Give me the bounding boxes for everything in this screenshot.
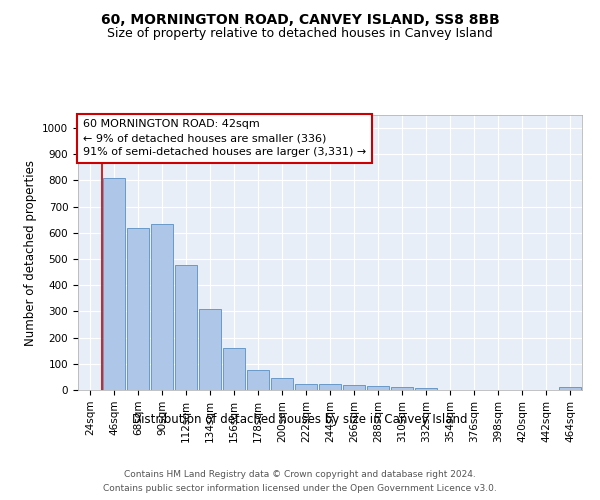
Text: Contains public sector information licensed under the Open Government Licence v3: Contains public sector information licen…: [103, 484, 497, 493]
Bar: [199, 310, 221, 390]
Bar: [271, 378, 293, 390]
Bar: [415, 388, 437, 390]
Text: Contains HM Land Registry data © Crown copyright and database right 2024.: Contains HM Land Registry data © Crown c…: [124, 470, 476, 479]
Bar: [367, 386, 389, 390]
Bar: [559, 388, 581, 390]
Y-axis label: Number of detached properties: Number of detached properties: [23, 160, 37, 346]
Text: Size of property relative to detached houses in Canvey Island: Size of property relative to detached ho…: [107, 28, 493, 40]
Bar: [295, 384, 317, 390]
Bar: [175, 265, 197, 390]
Bar: [103, 178, 125, 390]
Bar: [247, 370, 269, 390]
Text: 60 MORNINGTON ROAD: 42sqm
← 9% of detached houses are smaller (336)
91% of semi-: 60 MORNINGTON ROAD: 42sqm ← 9% of detach…: [83, 119, 366, 157]
Bar: [127, 228, 149, 390]
Bar: [391, 386, 413, 390]
Text: 60, MORNINGTON ROAD, CANVEY ISLAND, SS8 8BB: 60, MORNINGTON ROAD, CANVEY ISLAND, SS8 …: [101, 12, 499, 26]
Bar: [223, 348, 245, 390]
Text: Distribution of detached houses by size in Canvey Island: Distribution of detached houses by size …: [132, 412, 468, 426]
Bar: [343, 385, 365, 390]
Bar: [319, 384, 341, 390]
Bar: [151, 224, 173, 390]
